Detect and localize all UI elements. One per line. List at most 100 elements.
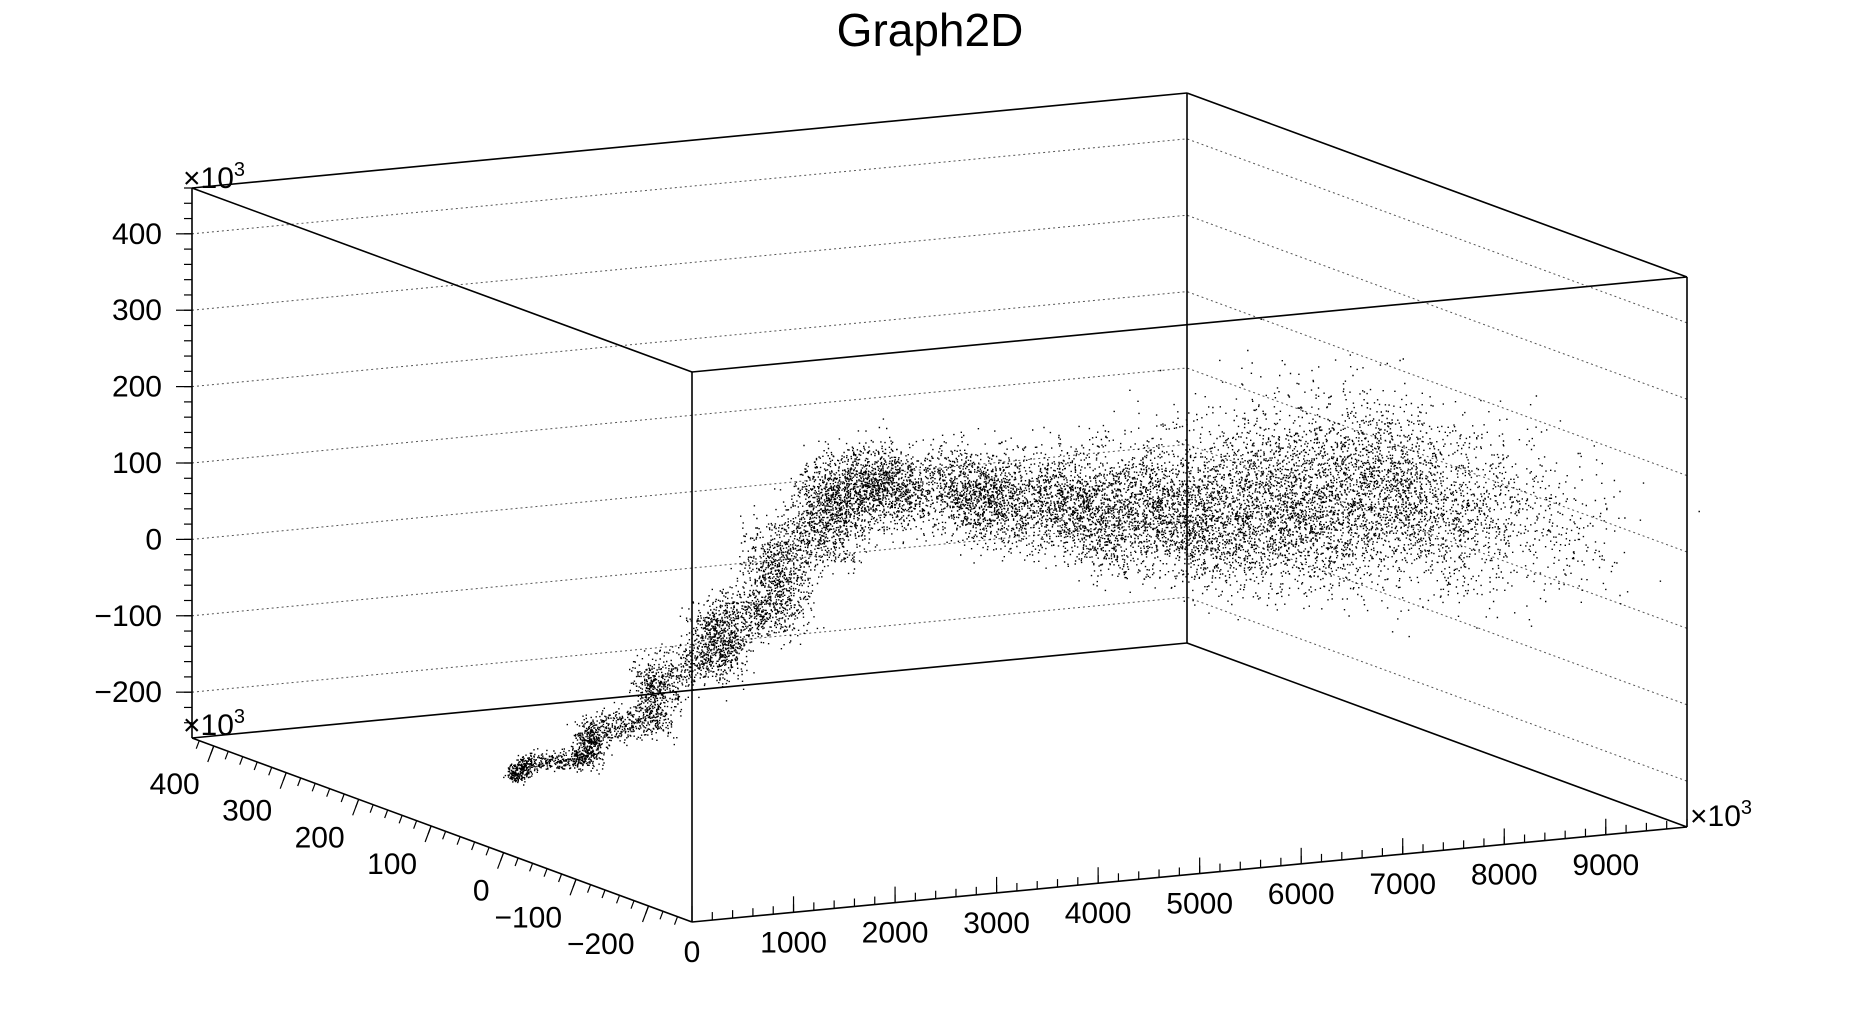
scatter-point	[887, 477, 890, 479]
scatter-point	[1105, 525, 1107, 527]
x-tick-label: 7000	[1369, 868, 1436, 901]
x-tick-label: 5000	[1166, 888, 1233, 921]
y-minor-tick	[442, 831, 447, 840]
y-minor-tick	[543, 868, 548, 877]
x-tick-label: 1000	[760, 926, 827, 959]
scatter-point	[1569, 519, 1572, 521]
y-tick-label: 100	[367, 848, 417, 881]
scatter-point	[1453, 519, 1456, 522]
y-minor-tick	[268, 767, 273, 776]
frame-edge	[191, 737, 693, 923]
scatter-point	[590, 730, 593, 733]
y-tick-label: −100	[494, 901, 562, 934]
y-minor-tick	[369, 804, 374, 813]
z-tick-label: −200	[94, 676, 162, 709]
scatter-point	[652, 719, 655, 722]
y-minor-tick	[384, 809, 389, 819]
y-minor-tick	[601, 889, 606, 899]
scatter-point	[1236, 470, 1238, 473]
z-tick-label: 100	[112, 447, 162, 480]
scatter-marker-cloud	[503, 318, 1700, 786]
z-tick-label: 200	[112, 371, 162, 404]
frame-edge	[1186, 92, 1688, 278]
z-grid-line	[191, 367, 1688, 553]
x-tick-label: 0	[684, 936, 701, 969]
y-minor-tick	[529, 863, 534, 872]
y-minor-tick	[210, 745, 215, 755]
y-minor-tick	[282, 772, 287, 781]
scatter-point	[512, 777, 514, 779]
frame-edge	[191, 92, 1188, 189]
x-tick-label: 3000	[963, 907, 1030, 940]
x-tick-label: 8000	[1471, 858, 1538, 891]
frame-edge	[191, 642, 1188, 739]
scatter-point	[779, 607, 781, 609]
y-tick-label: 400	[150, 768, 200, 801]
y-minor-tick	[644, 905, 650, 915]
y-minor-tick	[297, 777, 302, 787]
y-minor-tick	[224, 751, 229, 760]
grid-lines	[191, 138, 1688, 782]
scatter-point	[773, 552, 775, 555]
scatter-point	[721, 655, 723, 657]
x-tick-label: 2000	[862, 917, 929, 950]
z-tick-label: −100	[94, 600, 162, 633]
z-grid-line	[191, 596, 1688, 782]
z-tick-label: 400	[112, 218, 162, 251]
y-minor-tick	[456, 836, 461, 845]
x-tick-label: 4000	[1065, 897, 1132, 930]
y-minor-tick	[239, 756, 244, 765]
chart-title: Graph2D	[837, 4, 1024, 56]
y-minor-tick	[673, 916, 679, 925]
x-tick-label: 6000	[1268, 878, 1335, 911]
tick-labels: 4003002001000−100−2004003002001000−100−2…	[94, 218, 1639, 969]
y-minor-tick	[471, 841, 476, 851]
y-minor-tick	[326, 788, 331, 797]
y-minor-tick	[615, 895, 621, 904]
scatter-point	[716, 621, 718, 623]
y-minor-tick	[630, 900, 635, 909]
z-tick-label: 300	[112, 294, 162, 327]
z-exponent-label: ×103	[183, 159, 245, 195]
y-minor-tick	[253, 761, 258, 771]
scatter-point	[877, 489, 879, 491]
x-tick-label: 9000	[1572, 849, 1639, 882]
y-minor-tick	[485, 847, 490, 856]
y-minor-tick	[340, 793, 345, 803]
y-minor-tick	[558, 873, 563, 883]
axis-ticks	[176, 187, 1688, 925]
y-minor-tick	[355, 799, 360, 808]
y-exponent-label: ×103	[183, 706, 245, 742]
scatter-point	[975, 485, 977, 487]
scatter-point	[1323, 448, 1325, 450]
scatter-point	[585, 758, 588, 760]
frame-edge	[691, 826, 1688, 923]
y-tick-label: 300	[222, 795, 272, 828]
x-exponent-label: ×103	[1690, 797, 1752, 833]
frame-edge	[1186, 642, 1688, 828]
y-tick-label: 200	[295, 821, 345, 854]
y-tick-label: −200	[567, 928, 635, 961]
y-minor-tick	[427, 825, 432, 835]
y-minor-tick	[586, 884, 592, 893]
y-minor-tick	[413, 820, 418, 829]
y-minor-tick	[659, 911, 664, 920]
y-minor-tick	[572, 879, 577, 888]
z-grid-line	[191, 520, 1688, 706]
scatter-point	[829, 528, 831, 531]
frame-edge	[691, 276, 1688, 373]
scatter-point	[654, 675, 656, 677]
scatter-point	[526, 763, 529, 765]
frame-edge	[191, 187, 693, 373]
scatter-point	[1062, 493, 1064, 495]
z-tick-label: 0	[145, 523, 162, 556]
y-minor-tick	[398, 815, 403, 824]
scatter-point	[989, 506, 991, 509]
y-minor-tick	[500, 852, 505, 861]
y-minor-tick	[311, 783, 316, 792]
z-grid-line	[191, 214, 1688, 400]
scatter-point	[1149, 493, 1151, 495]
y-minor-tick	[195, 740, 200, 749]
scatter-point	[831, 489, 833, 492]
